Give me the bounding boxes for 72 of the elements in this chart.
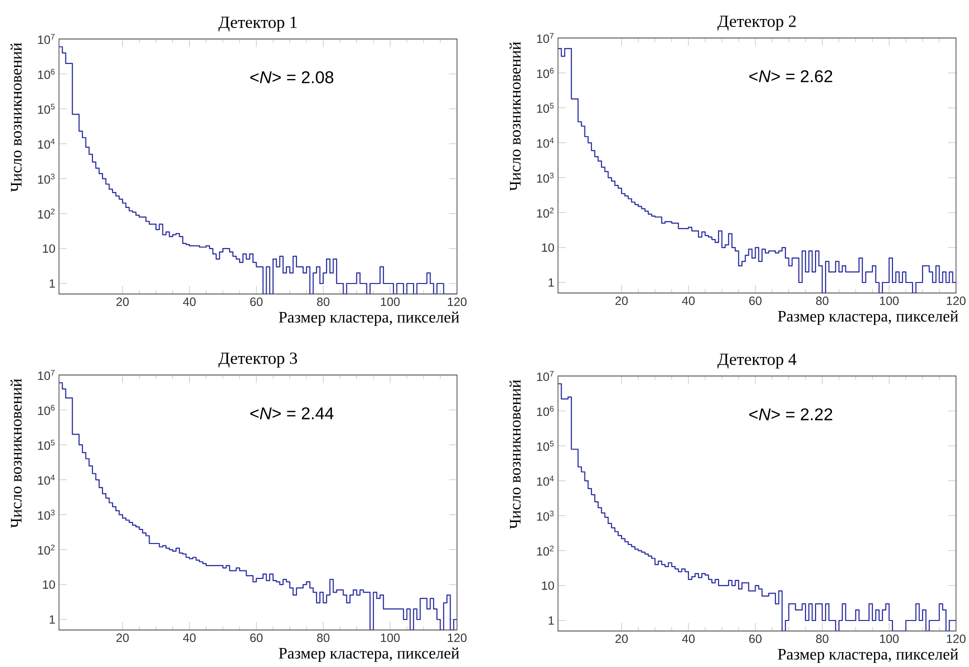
y-tick-label: 10$^{7}$	[537, 33, 554, 43]
x-tick-label: 20	[615, 634, 628, 644]
x-tick-label: 60	[749, 634, 762, 644]
y-tick-label: 10$^{6}$	[38, 68, 55, 79]
y-tick-label: 10	[43, 580, 55, 589]
y-tick-label: 10$^{4}$	[38, 138, 55, 149]
x-axis-title: Размер кластера, пикселей	[278, 648, 460, 662]
x-tick-label: 40	[183, 298, 196, 306]
y-axis-title: Число возникновений	[510, 380, 521, 529]
x-tick-label: 120	[448, 298, 467, 306]
x-tick-label: 40	[682, 296, 695, 306]
x-axis-title: Размер кластера, пикселей	[778, 310, 958, 325]
y-axis-title: Число возникновений	[10, 378, 22, 528]
y-tick-label: 10$^{3}$	[537, 510, 554, 521]
y-tick-label: 1	[50, 279, 55, 288]
x-tick-label: 100	[880, 296, 899, 306]
x-tick-label: 40	[682, 634, 695, 644]
y-tick-label: 10$^{7}$	[38, 34, 55, 44]
x-tick-label: 40	[183, 634, 196, 642]
y-tick-label: 10$^{6}$	[537, 406, 554, 416]
annotation: <N> = 2.22	[749, 408, 832, 420]
y-tick-label: 10$^{4}$	[537, 138, 554, 148]
y-tick-label: 10	[542, 243, 554, 252]
y-tick-label: 1	[548, 616, 554, 625]
annotation: <N> = 2.08	[250, 71, 334, 84]
y-axis-title: Число возникновений	[10, 42, 22, 192]
y-tick-label: 10$^{6}$	[537, 68, 554, 78]
annotation: <N> = 2.62	[749, 70, 832, 82]
y-tick-label: 10	[542, 581, 554, 590]
y-tick-label: 10$^{2}$	[537, 208, 554, 218]
x-tick-label: 80	[816, 296, 828, 306]
x-tick-label: 20	[116, 298, 129, 306]
chart-title: Детектор 3	[218, 352, 297, 368]
y-tick-label: 10$^{3}$	[38, 174, 55, 184]
x-tick-label: 60	[749, 296, 762, 306]
y-tick-label: 10$^{5}$	[537, 440, 554, 451]
y-tick-label: 10$^{2}$	[38, 544, 55, 555]
y-axis-title: Число возникновений	[510, 42, 521, 191]
chart-title: Детектор 1	[218, 16, 297, 32]
x-tick-label: 60	[250, 298, 263, 306]
chart-title: Детектор 2	[717, 16, 796, 30]
x-tick-label: 100	[381, 634, 400, 642]
x-tick-label: 60	[250, 634, 263, 642]
y-tick-label: 10$^{2}$	[537, 546, 554, 556]
x-tick-label: 120	[448, 634, 467, 642]
y-tick-label: 10$^{3}$	[38, 510, 55, 520]
y-tick-label: 10$^{5}$	[38, 104, 55, 114]
x-tick-label: 120	[946, 634, 966, 644]
y-tick-label: 10$^{3}$	[537, 172, 554, 183]
y-tick-label: 10$^{2}$	[38, 208, 55, 219]
y-tick-label: 10$^{7}$	[537, 371, 554, 381]
x-tick-label: 100	[880, 634, 899, 644]
x-axis-title: Размер кластера, пикселей	[278, 312, 460, 326]
y-tick-label: 10$^{5}$	[537, 102, 554, 113]
y-tick-label: 10$^{4}$	[537, 476, 554, 486]
y-tick-label: 10	[43, 244, 55, 253]
x-axis-title: Размер кластера, пикселей	[778, 648, 958, 663]
x-tick-label: 80	[317, 298, 330, 306]
y-tick-label: 1	[548, 278, 554, 287]
y-tick-label: 10$^{6}$	[38, 404, 55, 415]
annotation: <N> = 2.44	[250, 407, 334, 420]
x-tick-label: 20	[116, 634, 129, 642]
y-tick-label: 10$^{7}$	[38, 370, 55, 380]
y-tick-label: 10$^{4}$	[38, 474, 55, 485]
x-tick-label: 80	[816, 634, 828, 644]
x-tick-label: 80	[317, 634, 330, 642]
chart-title: Детектор 4	[717, 354, 796, 368]
x-tick-label: 120	[946, 296, 966, 306]
x-tick-label: 100	[381, 298, 400, 306]
x-tick-label: 20	[615, 296, 628, 306]
y-tick-label: 10$^{5}$	[38, 440, 55, 450]
y-tick-label: 1	[50, 615, 55, 624]
